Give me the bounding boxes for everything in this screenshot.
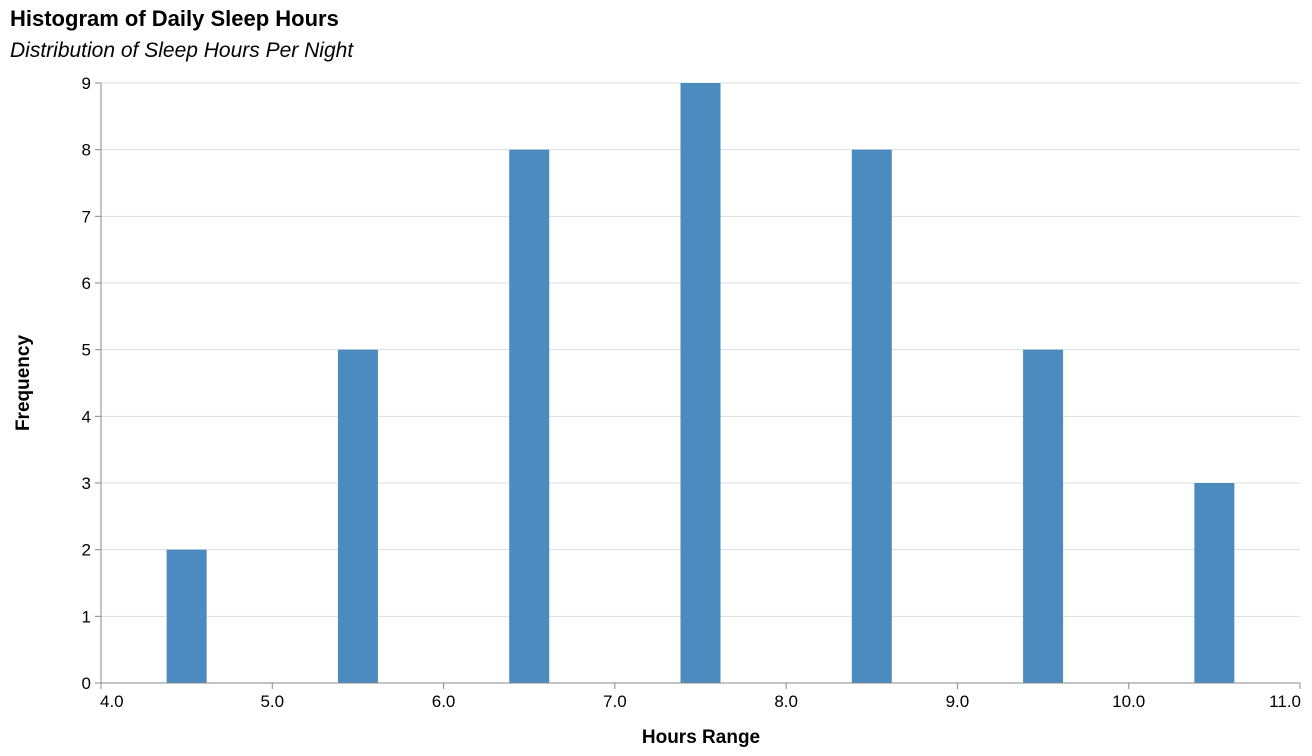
axes: 0 1 2 3 4 5 6 7 8 9 4.0 5.0 6.0 7.0 8.0 9.0 10.0 11.0 <box>82 74 1301 711</box>
y-tick-label: 0 <box>82 674 91 693</box>
x-tick-label: 11.0 <box>1269 692 1301 711</box>
x-axis-label: Hours Range <box>642 727 760 748</box>
bar <box>509 149 550 683</box>
x-tick-label: 4.0 <box>100 692 124 711</box>
bar <box>337 349 378 683</box>
x-tick-label: 8.0 <box>774 692 798 711</box>
x-tick-label: 7.0 <box>603 692 627 711</box>
bar <box>1194 483 1235 683</box>
x-tick-label: 10.0 <box>1112 692 1145 711</box>
x-tick-label: 6.0 <box>432 692 456 711</box>
chart-subtitle: Distribution of Sleep Hours Per Night <box>10 39 354 62</box>
y-axis-label: Frequency <box>13 335 34 432</box>
x-tick-label: 9.0 <box>946 692 970 711</box>
bar <box>1023 349 1064 683</box>
bar <box>851 149 892 683</box>
chart-title: Histogram of Daily Sleep Hours <box>10 6 339 31</box>
bar <box>166 549 207 683</box>
y-tick-label: 7 <box>82 207 91 226</box>
y-tick-label: 8 <box>82 141 91 160</box>
bars <box>166 83 1235 683</box>
y-tick-label: 4 <box>82 407 91 426</box>
y-tick-label: 1 <box>82 607 91 626</box>
y-tick-label: 5 <box>82 341 91 360</box>
y-tick-label: 6 <box>82 274 91 293</box>
y-tick-label: 9 <box>82 74 91 93</box>
y-tick-label: 3 <box>82 474 91 493</box>
y-tick-label: 2 <box>82 541 91 560</box>
bar <box>680 83 721 683</box>
x-tick-label: 5.0 <box>260 692 284 711</box>
